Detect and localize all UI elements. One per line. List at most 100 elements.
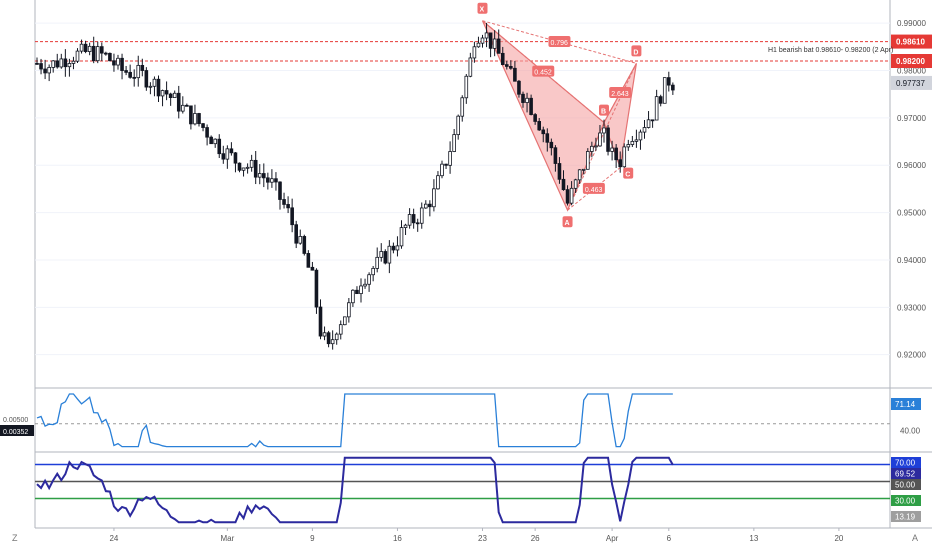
candle-body — [278, 181, 282, 200]
time-tick-label: 23 — [478, 534, 487, 543]
pattern-line-xb — [482, 20, 605, 123]
oscillator-2-panel: 70.00 69.52 50.00 30.00 13.19 — [35, 456, 921, 524]
candle-body — [180, 104, 185, 112]
candle-body — [318, 306, 323, 337]
time-tick-label: 9 — [310, 534, 315, 543]
bat-pattern-labels: X A B C D 0.796 0.452 0.463 2.643 — [477, 2, 642, 228]
pattern-ratio-box — [582, 182, 605, 194]
candle-body — [513, 67, 517, 82]
time-tick-label: 6 — [667, 534, 672, 543]
candle-body — [594, 145, 598, 148]
candle-body — [55, 60, 60, 68]
candle-body — [59, 58, 64, 68]
time-tick-label: Apr — [606, 534, 619, 543]
candle-body — [124, 70, 128, 73]
candle-body — [91, 45, 96, 62]
candle-body — [480, 37, 485, 44]
pattern-point-label: B — [601, 109, 606, 116]
candle-body — [185, 104, 189, 107]
candle-body — [334, 333, 339, 341]
candle-body — [39, 63, 43, 70]
candle-body — [671, 84, 675, 91]
candle-body — [440, 163, 444, 177]
candle-body — [136, 64, 141, 79]
osc2-scale-label: 30.00 — [895, 497, 916, 506]
candle-body — [294, 224, 298, 244]
time-tick-label: 13 — [749, 534, 758, 543]
candle-body — [428, 203, 432, 208]
level-lines: 0.98610 0.98200 0.97737 — [35, 34, 932, 90]
candle-body — [646, 119, 651, 128]
candle-body — [598, 132, 602, 147]
pattern-point-label: A — [565, 220, 570, 227]
candle-body — [282, 199, 286, 205]
candle-body — [399, 227, 404, 247]
pattern-ratio-label: 0.452 — [534, 70, 552, 77]
candle-body — [257, 173, 262, 178]
candle-body — [351, 289, 355, 304]
candle-body — [642, 127, 647, 133]
candle-body — [290, 207, 294, 226]
candle-body — [338, 324, 343, 335]
pattern-annotation: H1 bearish bat 0.98610- 0.98200 (2 Apr) — [768, 47, 893, 54]
candle-body — [314, 269, 319, 308]
candle-body — [217, 138, 222, 155]
pattern-ratio-box — [548, 36, 571, 48]
candle-body — [444, 163, 448, 166]
candle-body — [569, 187, 574, 204]
last-price-badge — [891, 75, 932, 90]
candle-body — [302, 236, 307, 254]
candle-body — [43, 68, 47, 74]
candle-body — [274, 178, 278, 183]
candle-body — [379, 251, 384, 258]
pattern-ratio-label: 2.643 — [611, 91, 629, 98]
candle-body — [79, 43, 84, 52]
time-tick-label: 24 — [109, 534, 118, 543]
pattern-line-xd — [482, 20, 637, 64]
candle-body — [95, 46, 100, 62]
candle-body — [387, 245, 392, 264]
candle-body — [298, 236, 303, 244]
candle-body — [286, 204, 290, 209]
price-tick-label: 0.93000 — [897, 303, 926, 312]
candle-body — [545, 133, 550, 143]
candle-body — [116, 57, 120, 66]
candle-body — [496, 38, 501, 54]
osc2-scale-badge — [891, 495, 921, 506]
candle-body — [371, 267, 375, 276]
price-tick-label: 0.96000 — [897, 161, 926, 170]
candle-body — [529, 97, 533, 115]
candle-body — [662, 77, 667, 104]
time-tick-label: 16 — [393, 534, 402, 543]
candle-body — [622, 146, 627, 168]
pattern-point-label: C — [625, 172, 630, 179]
candle-body — [306, 253, 311, 268]
candle-body — [590, 145, 594, 152]
candle-body — [342, 316, 347, 326]
price-tick-label: 0.97000 — [897, 114, 926, 123]
candle-body — [557, 163, 562, 180]
candle-body — [128, 71, 132, 78]
candle-body — [237, 162, 242, 171]
level-badge-label: 0.98610 — [896, 38, 925, 47]
candle-body — [411, 214, 416, 224]
timezone-icon[interactable]: Z — [12, 533, 18, 543]
candle-body — [476, 42, 481, 48]
pattern-line-ac — [567, 167, 621, 211]
candle-body — [249, 159, 254, 168]
candle-body — [326, 332, 331, 345]
candle-body — [355, 289, 359, 295]
auto-scale-icon[interactable]: A — [912, 533, 918, 543]
candle-body — [261, 173, 266, 179]
candle-body — [233, 152, 238, 164]
candle-body — [241, 167, 246, 171]
candle-body — [586, 151, 590, 170]
pattern-point-tag — [631, 45, 642, 57]
osc2-scale-label: 69.52 — [895, 470, 916, 479]
candle-body — [549, 141, 554, 149]
osc1-left-badge — [0, 425, 34, 436]
candle-body — [347, 302, 351, 318]
level-badge — [891, 34, 932, 49]
